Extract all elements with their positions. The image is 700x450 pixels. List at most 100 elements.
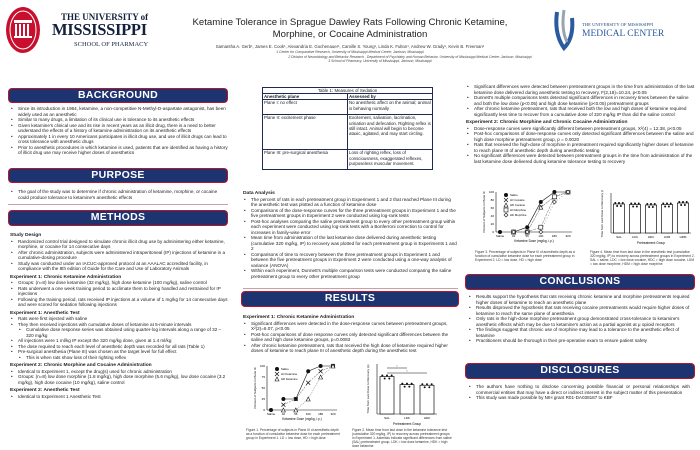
data-analysis: Data Analysis The percent of rats in eac… xyxy=(243,188,458,279)
list-item: Post-hoc comparisons of dose-response cu… xyxy=(466,131,696,142)
x-tick-label: 32 xyxy=(282,412,286,416)
list-item: Results support the hypothesis that rats… xyxy=(468,294,690,305)
data-point xyxy=(381,374,384,377)
data-point xyxy=(682,201,684,203)
x-tick-label: 100 xyxy=(306,412,311,416)
data-point xyxy=(275,367,279,371)
y-tick-label: 25 xyxy=(262,397,266,401)
study-design-title: Study Design xyxy=(10,233,42,238)
list-item: Prior to anesthetic procedures in which … xyxy=(10,145,228,156)
table-row: Plane III: pre-surgical anesthesia Loss o… xyxy=(262,149,433,171)
list-item: Within each experiment, Dunnett's multip… xyxy=(243,268,458,279)
data-analysis-title: Data Analysis xyxy=(243,191,275,196)
data-point xyxy=(423,386,426,389)
list-item: Rats were first injected with saline xyxy=(10,316,228,322)
list-item: Identical to Experiment 1, except the dr… xyxy=(10,369,228,375)
results-exp1-title: Experiment 1: Chronic Ketamine Administr… xyxy=(243,315,355,320)
data-point xyxy=(410,382,413,385)
list-item: The authors have nothing to disclose con… xyxy=(468,384,690,395)
divider xyxy=(243,288,458,289)
data-point xyxy=(274,376,280,382)
y-tick-label: 50 xyxy=(262,386,266,390)
data-point xyxy=(406,382,408,385)
background-heading: BACKGROUND xyxy=(8,88,228,103)
list-item: After chronic ketamine pretreatment, rat… xyxy=(243,343,458,354)
y-tick-label: 100 xyxy=(489,190,494,194)
list-item: Cumulative dose response series was obta… xyxy=(10,327,228,338)
data-point xyxy=(565,190,571,195)
list-item: The findings suggest that chronic use of… xyxy=(468,327,690,338)
list-item: Pre-surgical anesthesia (Plane III) was … xyxy=(10,349,228,355)
figure-4-chart: SAL LDC HDC LDM HDM Pretreatment Group Time fr… xyxy=(600,190,691,245)
data-point xyxy=(503,212,509,218)
x-tick-label: Saline xyxy=(496,234,505,238)
list-item: The percent of rats in each pretreatment… xyxy=(243,197,458,208)
um-pharmacy-logo: THE UNIVERSITY of MISSISSIPPI SCHOOL OF … xyxy=(5,4,170,66)
y-tick-label: 75 xyxy=(262,375,266,379)
x-tick-label: 100 xyxy=(538,234,543,238)
affiliation-3: 3 School of Pharmacy, University of Miss… xyxy=(328,59,432,63)
affiliation-2: 2 Division of Neurobiology and Behavior … xyxy=(288,54,532,59)
data-point xyxy=(428,386,431,389)
y-tick-label: 20 xyxy=(491,222,495,226)
data-point xyxy=(305,380,311,385)
list-item: Post-hoc analyses comparing the saline p… xyxy=(243,219,458,236)
conclusions-heading: CONCLUSIONS xyxy=(465,274,695,290)
bar xyxy=(419,384,435,415)
x-tick-label: LDM xyxy=(664,235,671,239)
legend-label: Saline xyxy=(281,367,289,371)
data-point xyxy=(269,408,273,412)
x-tick-label: 180 xyxy=(318,412,323,416)
table-caption: Table 1: Measures of Sedation xyxy=(262,86,433,95)
table-cell: Plane III: pre-surgical anesthesia xyxy=(262,149,348,171)
data-point xyxy=(386,374,388,377)
data-point xyxy=(408,385,411,388)
x-axis-label: Pretreatment Group xyxy=(637,241,665,245)
data-point xyxy=(318,369,323,374)
list-item: Significant differences were detected be… xyxy=(466,84,696,95)
data-point xyxy=(685,201,688,203)
table-1: Table 1: Measures of Sedation Anesthetic… xyxy=(262,86,433,171)
data-point xyxy=(635,205,638,208)
y-tick-label: 0 xyxy=(263,408,265,412)
data-point xyxy=(281,402,286,407)
data-point xyxy=(293,396,299,402)
data-point xyxy=(667,205,670,208)
exp2-admin-title: Experiment 2: Chronic Morphine and Cocai… xyxy=(10,363,152,368)
data-point xyxy=(498,230,502,234)
data-point xyxy=(401,382,404,385)
data-point xyxy=(305,396,311,402)
data-point xyxy=(648,206,651,208)
list-item: Dunnett's multiple comparisons tests det… xyxy=(466,95,696,106)
x-tick-label: Saline xyxy=(267,412,276,416)
figure-1-chart: 0 25 50 75 100 Saline 32 56 100 180 320 Ketamine Do… xyxy=(253,363,337,421)
legend-label: LD Cocaine xyxy=(510,198,525,202)
data-point xyxy=(552,194,557,200)
legend-label: LD Ketamine xyxy=(281,372,298,376)
data-point xyxy=(646,203,649,205)
data-point xyxy=(390,374,393,377)
bar xyxy=(661,204,673,234)
data-point xyxy=(421,383,424,386)
data-point xyxy=(524,229,530,235)
x-tick-label: SAL xyxy=(616,235,622,239)
results-exp2-title: Experiment 2: Chronic Morphine and Chron… xyxy=(466,120,628,125)
table-row: Plane II: excitement phase Excitement, sa… xyxy=(262,114,433,151)
list-item: Since its introduction in 1964, ketamine… xyxy=(10,106,228,117)
data-point xyxy=(388,377,391,380)
list-item: Rats that received the high-dose of morp… xyxy=(466,142,696,153)
data-point xyxy=(669,202,672,205)
results-continued: Significant differences were detected be… xyxy=(466,84,696,164)
data-point xyxy=(630,202,633,205)
figure-3-chart: 0 20 40 60 80 100 Saline 32 56 100 180 320 Ketamine … xyxy=(482,190,572,243)
ummc-line2: MEDICAL CENTER xyxy=(582,29,665,39)
table-cell: Plane I: no effect xyxy=(262,99,348,116)
bar xyxy=(677,202,689,234)
list-item: Significant differences were detected in… xyxy=(243,321,458,332)
data-point xyxy=(318,374,324,380)
purpose-text: The goal of the study was to determine i… xyxy=(10,189,228,200)
data-point xyxy=(662,202,665,205)
y-axis-label: Time from Last Dose to Recovery (s) xyxy=(366,365,370,414)
data-point xyxy=(664,205,667,208)
list-item: They then received injections with cumul… xyxy=(10,322,228,328)
